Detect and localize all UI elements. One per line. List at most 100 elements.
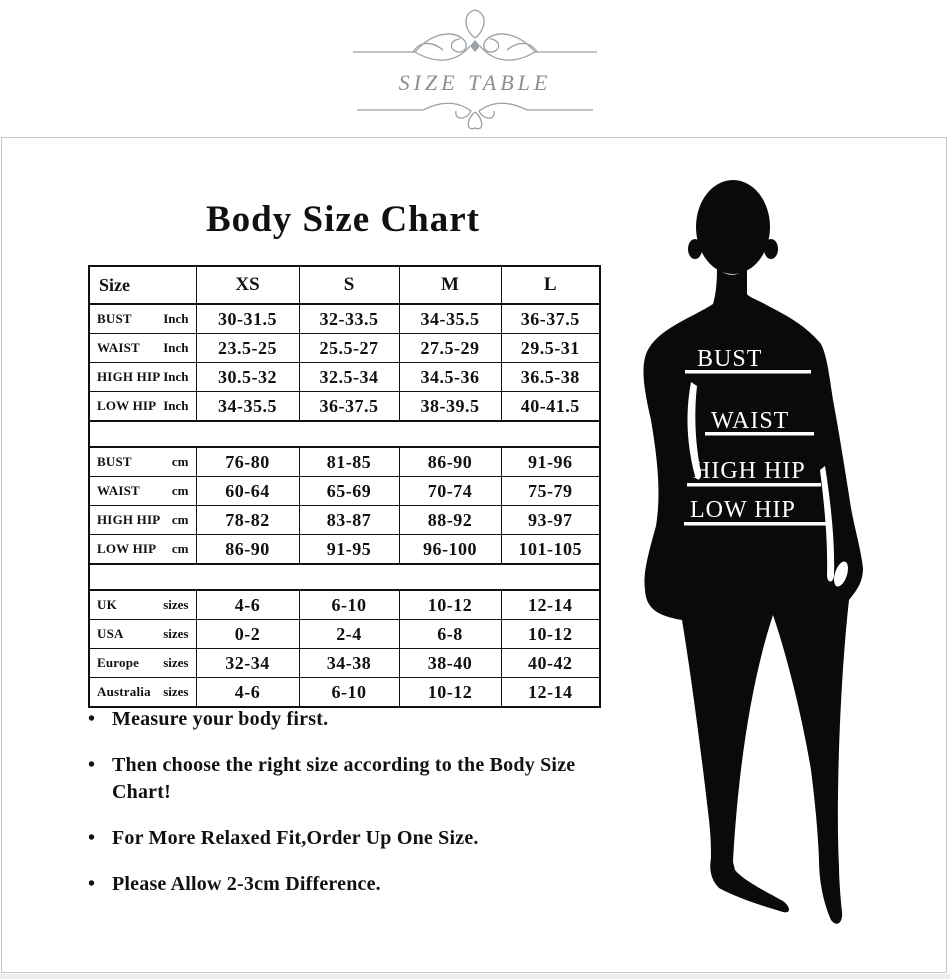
table-cell: 83-87 [298,505,400,535]
silhouette-head [696,180,770,274]
table-cell: 38-40 [398,648,502,678]
row-europe-sizes: Europe sizes 32-34 34-38 38-40 40-42 [88,648,601,678]
silhouette-left-arm-gap [687,382,702,480]
table-cell: 0-2 [195,619,300,649]
ornament-flourish-graphic: SIZE TABLE [353,9,597,130]
row-unit: cm [171,541,189,556]
table-spacer-row [89,563,600,591]
table-cell: 2-4 [298,619,400,649]
table-cell: 34-35.5 [398,303,502,334]
ornament-left-curls [353,33,471,61]
table-cell: 32-34 [195,648,300,678]
table-cell: 12-14 [500,589,601,620]
table-cell: 34.5-36 [398,362,502,392]
row-label: WAIST [97,483,140,498]
table-cell: 10-12 [398,589,502,620]
table-cell: 12-14 [500,677,601,708]
table-cell: 36-37.5 [298,391,400,422]
table-cell: 34-38 [298,648,400,678]
row-uk-sizes: UK sizes 4-6 6-10 10-12 12-14 [88,589,601,620]
ornament-bottom-curls [357,102,472,119]
ornament-diamond [470,40,480,52]
female-silhouette-graphic: BUST WAIST HIGH HIP LOW HIP [643,180,863,924]
row-unit: sizes [163,626,189,641]
table-cell: 6-8 [398,619,502,649]
table-cell: 101-105 [500,534,601,565]
silhouette-ear-right [764,239,778,259]
table-cell: 6-10 [298,589,400,620]
table-cell: 25.5-27 [298,333,400,363]
table-cell: 70-74 [398,476,502,506]
bullet-icon: • [88,708,96,730]
row-bust-cm: BUST cm 76-80 81-85 86-90 91-96 [88,446,601,477]
table-cell: 40-42 [500,648,601,678]
header-xs: XS [195,265,300,305]
row-label: HIGH HIP [97,369,161,384]
bottom-strip [0,974,950,979]
note-text: For More Relaxed Fit,Order Up One Size. [112,827,479,849]
figure-label-waist: WAIST [711,408,789,434]
note-text: Please Allow 2-3cm Difference. [112,873,381,895]
table-cell: 36-37.5 [500,303,601,334]
table-cell: 10-12 [500,619,601,649]
table-cell: 36.5-38 [500,362,601,392]
row-unit: sizes [163,655,189,670]
header-s: S [298,265,400,305]
row-label: BUST [97,454,132,469]
row-highhip-inch: HIGH HIP Inch 30.5-32 32.5-34 34.5-36 36… [88,362,601,392]
body-silhouette-figure: BUST WAIST HIGH HIP LOW HIP [633,170,893,930]
table-cell: 40-41.5 [500,391,601,422]
table-cell: 38-39.5 [398,391,502,422]
row-unit: cm [171,454,189,469]
row-label: HIGH HIP [97,512,161,527]
table-spacer-row [89,420,600,448]
table-cell: 60-64 [195,476,300,506]
table-cell: 32.5-34 [298,362,400,392]
bust-line [685,370,811,374]
table-cell: 91-96 [500,446,601,477]
figure-label-highhip: HIGH HIP [693,458,806,484]
ornament-title: SIZE TABLE [399,70,552,95]
row-highhip-cm: HIGH HIP cm 78-82 83-87 88-92 93-97 [88,505,601,535]
row-unit: Inch [163,369,189,384]
ornament-bottom-loop [467,111,483,130]
bullet-icon: • [88,827,96,849]
row-unit: sizes [163,597,189,612]
table-cell: 32-33.5 [298,303,400,334]
table-cell: 86-90 [398,446,502,477]
table-cell: 65-69 [298,476,400,506]
row-unit: cm [171,512,189,527]
table-cell: 76-80 [195,446,300,477]
note-text: Measure your body first. [112,708,329,730]
table-cell: 34-35.5 [195,391,300,422]
row-label: USA [97,626,124,641]
table-cell: 86-90 [195,534,300,565]
row-waist-inch: WAIST Inch 23.5-25 25.5-27 27.5-29 29.5-… [88,333,601,363]
waist-line [705,432,814,436]
size-table-ornament: SIZE TABLE [0,0,950,137]
table-cell: 29.5-31 [500,333,601,363]
fitting-notes: • Measure your body first. • Then choose… [88,706,623,917]
row-unit: sizes [163,684,189,699]
table-cell: 30.5-32 [195,362,300,392]
row-label: UK [97,597,117,612]
bullet-icon: • [88,873,96,895]
page-title: Body Size Chart [206,199,480,240]
row-label: BUST [97,311,132,326]
table-cell: 88-92 [398,505,502,535]
silhouette-right-arm-gap [820,466,835,582]
silhouette-ear-left [688,239,702,259]
bullet-icon: • [88,754,96,776]
table-cell: 78-82 [195,505,300,535]
header-size: Size [88,265,197,305]
table-cell: 91-95 [298,534,400,565]
table-header-row: Size XS S M L [88,265,601,305]
row-label: Europe [97,655,140,670]
high-hip-line [687,483,821,487]
note-measure-first: • Measure your body first. [88,706,623,733]
note-relaxed-fit: • For More Relaxed Fit,Order Up One Size… [88,825,623,852]
table-cell: 4-6 [195,589,300,620]
row-lowhip-inch: LOW HIP Inch 34-35.5 36-37.5 38-39.5 40-… [88,391,601,422]
table-cell: 27.5-29 [398,333,502,363]
